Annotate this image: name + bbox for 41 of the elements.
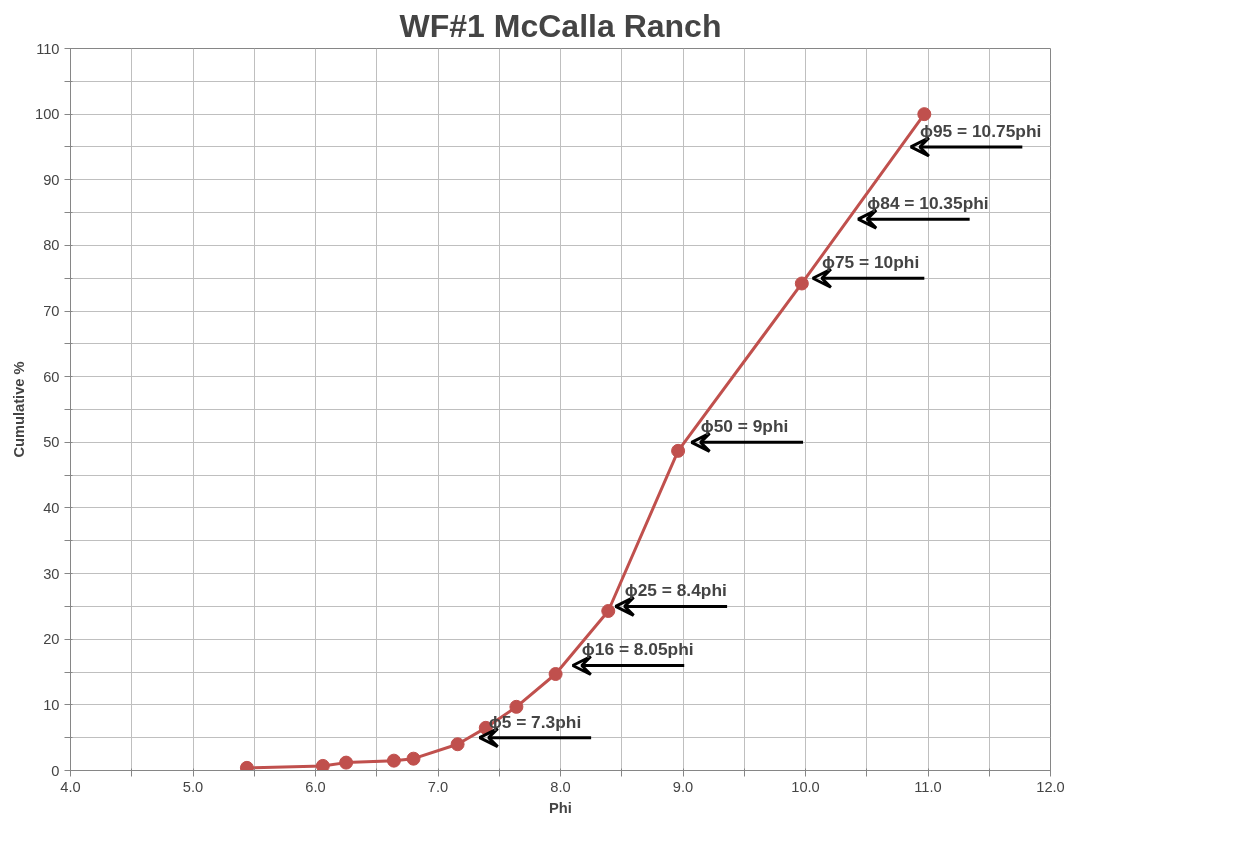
x-tick-label: 9.0 [672, 778, 694, 795]
x-tick-label: 12.0 [1036, 778, 1065, 795]
annotation: ϕ95 = 10.75phi [919, 120, 1042, 141]
x-tick-label: 5.0 [182, 778, 204, 795]
x-tick-label: 7.0 [427, 778, 449, 795]
point [450, 737, 465, 752]
y-tick-label: 10 [43, 696, 60, 713]
point [315, 758, 330, 771]
y-axis-title: Cumulative % [11, 361, 28, 458]
y-tick-label: 90 [43, 171, 60, 188]
y-tick-label: 20 [43, 631, 60, 648]
y-tick-label: 60 [43, 368, 60, 385]
y-tick-label: 0 [51, 762, 60, 779]
y-tick-label: 100 [35, 106, 60, 123]
x-axis-title: Phi [549, 799, 572, 816]
point [917, 107, 932, 122]
x-tick-label: 10.0 [791, 778, 820, 795]
point [386, 753, 401, 768]
x-tick-label: 4.0 [60, 778, 81, 795]
x-tick-label: 6.0 [305, 778, 326, 795]
point [601, 604, 616, 618]
point [548, 667, 563, 681]
y-tick-label: 70 [43, 303, 60, 320]
annotation: ϕ16 = 8.05phi [581, 639, 694, 660]
y-tick-label: 80 [43, 237, 60, 254]
chart-title: WF#1 McCalla Ranch [399, 7, 722, 44]
point [406, 751, 421, 766]
y-tick-label: 50 [43, 434, 60, 451]
y-tick-label: 40 [43, 499, 60, 516]
annotation: ϕ84 = 10.35phi [867, 193, 989, 214]
x-tick-label: 8.0 [550, 778, 571, 795]
y-tick-label: 110 [36, 40, 60, 57]
point [509, 699, 524, 714]
point [339, 755, 354, 770]
point [794, 276, 809, 291]
point [671, 443, 686, 458]
annotation: ϕ25 = 8.4phi [624, 580, 727, 601]
annotation: ϕ50 = 9phi [700, 416, 789, 437]
y-tick-label: 30 [43, 565, 60, 582]
annotation: ϕ75 = 10phi [821, 252, 920, 273]
x-tick-label: 11.0 [914, 778, 942, 795]
